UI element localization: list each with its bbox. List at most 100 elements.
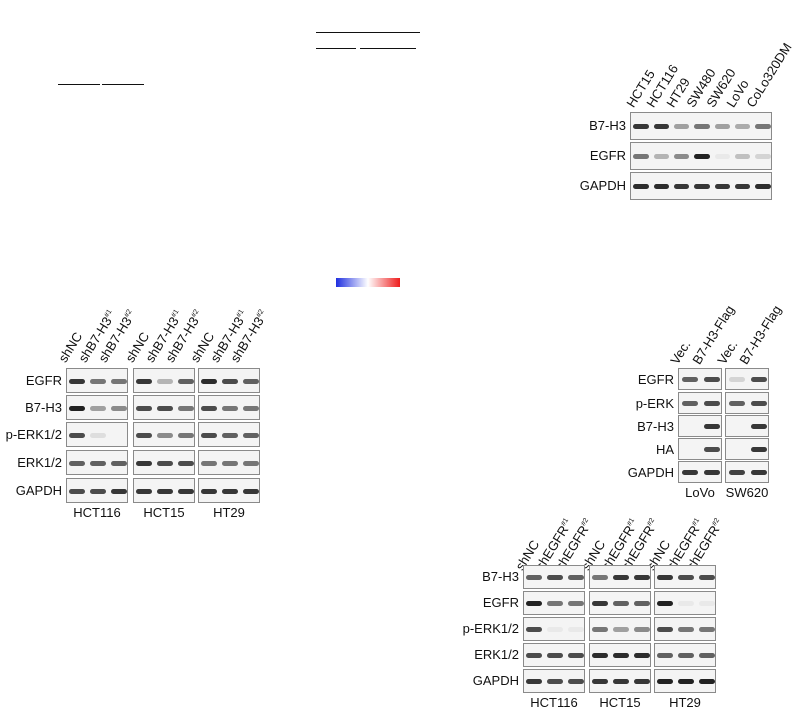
protein-band <box>567 679 584 684</box>
blot-g-b7-h3 <box>678 415 722 437</box>
row-label: ERK1/2 <box>17 455 62 470</box>
row-label: B7-H3 <box>482 569 519 584</box>
blot-e-p-erk1/2 <box>198 422 260 447</box>
chart-f <box>290 295 620 510</box>
cell-line-label: HT29 <box>669 695 701 710</box>
blot-e-b7-h3 <box>198 395 260 420</box>
protein-band <box>728 377 746 382</box>
protein-band <box>703 424 721 429</box>
protein-band <box>750 424 768 429</box>
protein-band <box>678 601 694 606</box>
protein-band <box>728 401 746 406</box>
protein-band <box>110 460 127 466</box>
blot-e-erk1/2 <box>133 450 195 475</box>
lane-text: CoLo320DM <box>743 40 795 110</box>
protein-band <box>728 470 746 475</box>
protein-band <box>703 401 721 406</box>
blot-i-egfr <box>654 591 716 615</box>
protein-band <box>698 601 715 606</box>
blot-i-erk1/2 <box>589 643 651 667</box>
protein-band <box>547 679 563 684</box>
protein-band <box>694 124 710 129</box>
protein-band <box>633 679 650 684</box>
protein-band <box>177 378 194 384</box>
protein-band <box>201 405 218 411</box>
blot-g-p-erk <box>725 392 769 414</box>
protein-band <box>657 575 674 580</box>
protein-band <box>547 601 563 606</box>
blot-i-b7-h3 <box>654 565 716 589</box>
blot-d-gapdh <box>630 172 772 200</box>
protein-band <box>674 184 690 189</box>
blot-e-p-erk1/2 <box>133 422 195 447</box>
blot-g-gapdh <box>678 461 722 483</box>
protein-band <box>703 470 721 475</box>
row-label: B7-H3 <box>637 419 674 434</box>
protein-band <box>592 575 609 580</box>
protein-band <box>613 575 629 580</box>
protein-band <box>750 377 768 382</box>
protein-band <box>755 154 771 159</box>
blot-e-gapdh <box>198 478 260 503</box>
blot-g-ha <box>725 438 769 460</box>
protein-band <box>678 575 694 580</box>
protein-band <box>698 679 715 684</box>
cell-line-label: HCT15 <box>143 505 185 520</box>
protein-band <box>157 432 173 438</box>
protein-band <box>69 405 86 411</box>
protein-band <box>714 124 730 129</box>
blot-i-p-erk1/2 <box>589 617 651 641</box>
protein-band <box>201 460 218 466</box>
blot-e-egfr <box>133 368 195 393</box>
protein-band <box>110 405 127 411</box>
protein-band <box>136 460 153 466</box>
lane-text: Vec. <box>714 337 741 367</box>
protein-band <box>755 124 771 129</box>
protein-band <box>526 653 543 658</box>
protein-band <box>613 679 629 684</box>
protein-band <box>242 378 259 384</box>
protein-band <box>222 432 238 438</box>
protein-band <box>750 447 768 452</box>
protein-band <box>90 432 106 438</box>
protein-band <box>222 488 238 494</box>
protein-band <box>698 575 715 580</box>
row-label: HA <box>655 442 674 457</box>
blot-i-gapdh <box>654 669 716 693</box>
protein-band <box>750 401 768 406</box>
protein-band <box>177 460 194 466</box>
protein-band <box>734 154 751 159</box>
blot-e-b7-h3 <box>133 395 195 420</box>
blot-i-b7-h3 <box>523 565 585 589</box>
protein-band <box>714 184 730 189</box>
cell-line-label: HT29 <box>213 505 245 520</box>
row-label: GAPDH <box>579 178 626 193</box>
protein-band <box>157 405 173 411</box>
protein-band <box>201 432 218 438</box>
protein-band <box>222 405 238 411</box>
lane-label: Vec. <box>714 338 740 367</box>
row-label: EGFR <box>589 148 626 163</box>
protein-band <box>526 679 543 684</box>
lane-label: Vec. <box>667 338 693 367</box>
protein-band <box>703 447 721 452</box>
protein-band <box>222 460 238 466</box>
protein-band <box>694 154 710 159</box>
protein-band <box>674 154 690 159</box>
protein-band <box>242 432 259 438</box>
protein-band <box>678 679 694 684</box>
color-scale-bar <box>336 278 400 287</box>
protein-band <box>613 601 629 606</box>
protein-band <box>567 653 584 658</box>
blot-d-egfr <box>630 142 772 170</box>
protein-band <box>633 627 650 632</box>
divider <box>316 32 420 33</box>
protein-band <box>681 377 699 382</box>
heatmap-grid <box>308 50 419 258</box>
protein-band <box>177 488 194 494</box>
protein-band <box>90 378 106 384</box>
protein-band <box>698 627 715 632</box>
blot-g-egfr <box>725 368 769 390</box>
protein-band <box>567 575 584 580</box>
protein-band <box>547 575 563 580</box>
